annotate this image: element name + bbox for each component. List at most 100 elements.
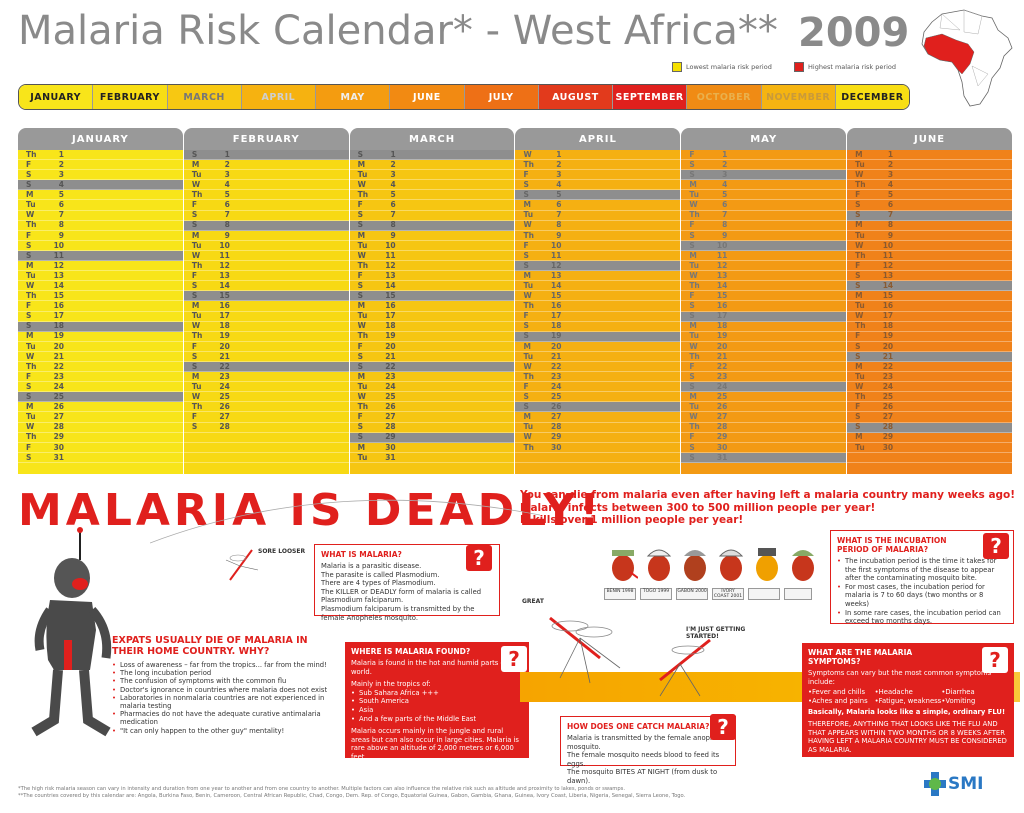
- day-number: 19: [385, 331, 396, 341]
- calendar-month-header: MAY: [681, 128, 847, 150]
- day-number: 3: [224, 169, 230, 179]
- calendar-day: Tu 26: [681, 402, 847, 413]
- day-number: 27: [882, 412, 894, 422]
- day-number: 14: [53, 281, 64, 291]
- day-number: 2: [722, 159, 728, 169]
- day-weekday: F: [855, 402, 861, 412]
- list-item: Laboratories in nonmalaria countries are…: [112, 694, 342, 710]
- symptoms-therefore: THEREFORE, ANYTHING THAT LOOKS LIKE THE …: [808, 719, 1007, 754]
- day-number: 23: [882, 371, 894, 381]
- legend-low-swatch: [672, 62, 682, 72]
- symptoms-intro: Symptoms can vary but the most common sy…: [808, 669, 992, 686]
- day-weekday: Th: [523, 442, 534, 452]
- day-number: 11: [882, 250, 894, 260]
- calendar-day: F 19: [847, 332, 1012, 342]
- day-weekday: Th: [191, 190, 203, 200]
- day-weekday: M: [357, 159, 366, 169]
- day-number: 18: [882, 321, 894, 331]
- expats-section: EXPATS USUALLY DIE OF MALARIA IN THEIR H…: [112, 635, 342, 735]
- day-number: 31: [385, 452, 396, 462]
- calendar-day: S 18: [515, 322, 681, 332]
- day-number: 13: [716, 270, 728, 280]
- day-weekday: F: [26, 301, 32, 311]
- day-number: 16: [716, 301, 728, 311]
- day-number: 21: [219, 351, 230, 361]
- day-number: 24: [716, 381, 728, 391]
- day-number: 20: [716, 341, 728, 351]
- legend-high: Highest malaria risk period: [794, 62, 896, 72]
- day-weekday: Th: [855, 321, 866, 331]
- day-weekday: W: [26, 351, 35, 361]
- day-weekday: Tu: [191, 311, 202, 321]
- calendar-day: W 22: [515, 362, 681, 373]
- day-number: 13: [551, 270, 562, 280]
- day-weekday: S: [26, 321, 32, 331]
- day-weekday: F: [689, 149, 695, 159]
- trophy-head-icon: [684, 550, 706, 581]
- plaque: GABON 2000: [676, 588, 708, 600]
- trophy-head-icon: [646, 549, 672, 581]
- list-item: The long incubation period: [112, 669, 342, 677]
- day-number: 4: [722, 180, 728, 190]
- day-weekday: M: [26, 190, 34, 200]
- where-found-title: Where is malaria found?: [351, 647, 471, 656]
- day-number: 13: [53, 270, 64, 280]
- symptoms-basic: Basically, Malaria looks like a simple, …: [808, 708, 1006, 717]
- day-number: 19: [716, 331, 728, 341]
- day-number: 16: [551, 301, 562, 311]
- day-weekday: Th: [357, 260, 369, 270]
- day-number: 23: [385, 371, 396, 381]
- calendar-day: F 27: [349, 412, 515, 423]
- day-weekday: M: [689, 321, 697, 331]
- what-is-line: The parasite is called Plasmodium.: [321, 570, 440, 579]
- symptoms-box: What are the malaria symptoms? Symptoms …: [802, 643, 1014, 757]
- list-item: Pharmacies do not have the adequate cura…: [112, 710, 342, 726]
- day-number: 18: [219, 321, 230, 331]
- calendar-day: F 12: [847, 261, 1012, 272]
- calendar-days: S 1 M 2 Tu 3 W 4 Th 5 F 6 S 7 S 8 M 9 Tu 10 W 11 Th 12 F 13 S 14 S 15…: [183, 150, 349, 474]
- calendar-day: Th 7: [681, 211, 847, 221]
- day-weekday: Tu: [689, 402, 699, 412]
- calendar-day: Th 26: [183, 402, 349, 413]
- month-risk-december: DECEMBER: [835, 85, 909, 109]
- day-weekday: S: [855, 270, 861, 280]
- day-number: 23: [53, 371, 64, 381]
- list-item: Sub Sahara Africa +++: [351, 689, 523, 698]
- calendar-day: M 27: [515, 412, 681, 423]
- plaque: [748, 588, 780, 600]
- day-number: 23: [219, 371, 230, 381]
- calendar-day: Th 12: [349, 260, 515, 272]
- legend-low: Lowest malaria risk period: [672, 62, 772, 72]
- day-weekday: Tu: [689, 190, 699, 200]
- calendar-day: Th 11: [847, 250, 1012, 262]
- day-weekday: S: [689, 311, 695, 321]
- day-weekday: M: [26, 402, 34, 412]
- calendar-empty-row: [183, 443, 349, 453]
- question-mark-icon: ?: [982, 647, 1008, 673]
- day-number: 21: [385, 351, 396, 361]
- day-number: 11: [219, 250, 230, 260]
- day-number: 23: [551, 371, 562, 381]
- day-weekday: Th: [689, 351, 700, 361]
- calendar-day: F 29: [681, 433, 847, 443]
- day-number: 18: [53, 321, 64, 331]
- day-weekday: S: [689, 230, 695, 240]
- day-weekday: W: [523, 432, 532, 442]
- calendar-day: Tu 24: [349, 382, 515, 393]
- day-weekday: S: [191, 422, 198, 432]
- day-weekday: S: [26, 311, 32, 321]
- expats-list: Loss of awareness – far from the tropics…: [112, 661, 342, 735]
- day-number: 16: [882, 301, 894, 311]
- calendar-day: S 17: [681, 311, 847, 322]
- day-weekday: S: [26, 452, 32, 462]
- what-is-line: Plasmodium falciparum is transmitted by …: [321, 604, 475, 622]
- legend-high-label: Highest malaria risk period: [808, 63, 896, 71]
- day-number: 6: [887, 200, 894, 210]
